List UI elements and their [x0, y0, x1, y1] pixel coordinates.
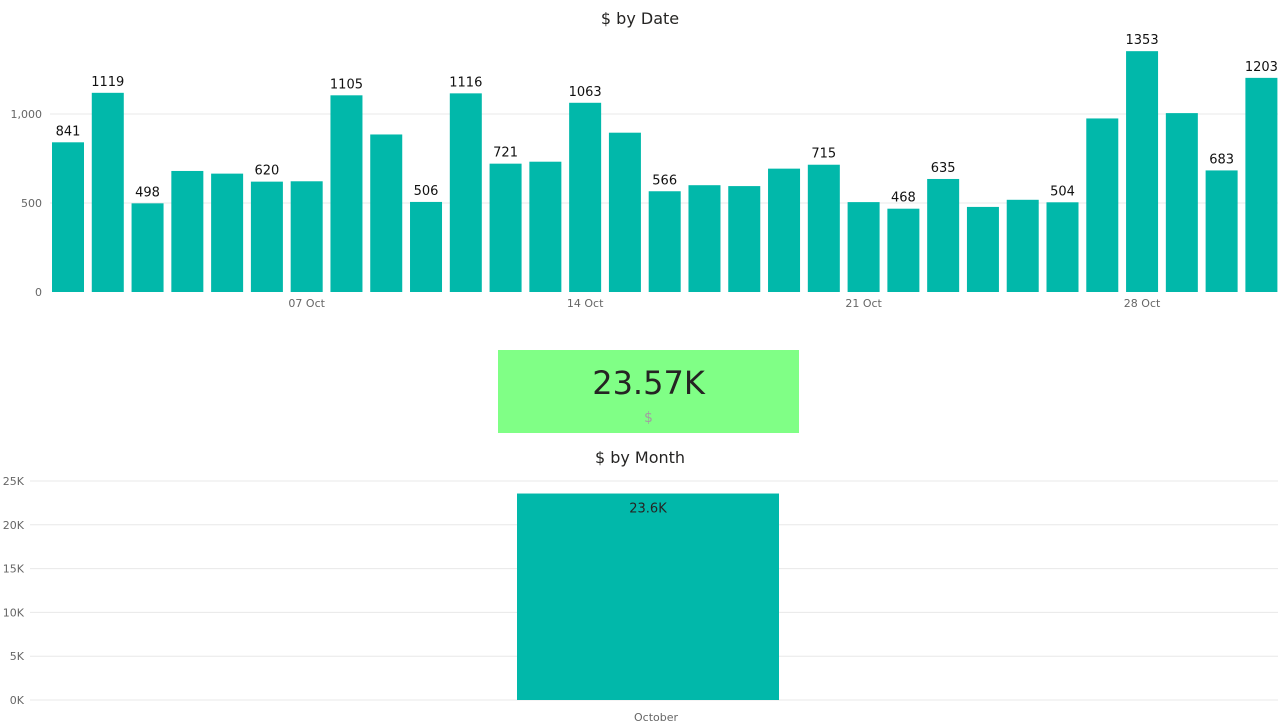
- total-card: 23.57K $: [498, 350, 799, 433]
- daily-bar[interactable]: [768, 168, 801, 292]
- y-tick-label: 0K: [10, 694, 25, 707]
- daily-bar[interactable]: [1086, 118, 1119, 292]
- y-tick-label: 1,000: [11, 108, 43, 121]
- y-tick-label: 20K: [3, 519, 25, 532]
- daily-bar[interactable]: [728, 186, 761, 292]
- daily-bar[interactable]: [1205, 170, 1238, 292]
- data-label: 566: [652, 173, 677, 188]
- daily-bar[interactable]: [688, 185, 721, 292]
- daily-bar[interactable]: [370, 134, 403, 292]
- daily-bar[interactable]: [1046, 202, 1079, 292]
- monthly-chart-title: $ by Month: [594, 448, 686, 467]
- daily-bar[interactable]: [489, 163, 522, 292]
- data-label: 715: [811, 147, 836, 162]
- data-label: 841: [56, 124, 81, 139]
- x-tick-label: 07 Oct: [288, 297, 325, 310]
- data-label: 1119: [91, 75, 124, 90]
- daily-bar[interactable]: [211, 173, 244, 292]
- daily-bar[interactable]: [847, 202, 880, 292]
- daily-bar[interactable]: [131, 203, 164, 292]
- data-label: 1116: [449, 75, 482, 90]
- data-label: 635: [931, 161, 956, 176]
- daily-bar[interactable]: [529, 161, 562, 292]
- daily-bar[interactable]: [330, 95, 363, 292]
- data-label: 504: [1050, 184, 1075, 199]
- y-tick-label: 5K: [10, 650, 25, 663]
- monthly-bar[interactable]: [517, 493, 779, 700]
- daily-bar[interactable]: [608, 132, 641, 292]
- daily-bar[interactable]: [449, 93, 482, 293]
- daily-bar[interactable]: [171, 170, 204, 292]
- daily-bar[interactable]: [410, 201, 443, 292]
- x-tick-label: 14 Oct: [567, 297, 604, 310]
- data-label: 23.6K: [629, 502, 667, 517]
- y-tick-label: 0: [35, 286, 42, 299]
- daily-bar[interactable]: [1245, 77, 1278, 292]
- card-value: 23.57K: [592, 364, 705, 402]
- data-label: 1353: [1126, 33, 1159, 48]
- daily-bar[interactable]: [1126, 51, 1159, 292]
- daily-bar-chart: 0 500 1,000 841 1119 498 620 1105 506 1116 721 1063…: [11, 33, 1278, 310]
- daily-bar[interactable]: [1006, 199, 1039, 292]
- y-tick-label: 500: [21, 197, 42, 210]
- data-label: 721: [493, 146, 518, 161]
- data-label: 468: [891, 191, 916, 206]
- daily-bar[interactable]: [52, 142, 84, 292]
- daily-bar[interactable]: [807, 164, 840, 292]
- y-tick-label: 25K: [3, 475, 25, 488]
- data-label: 506: [414, 184, 439, 199]
- daily-bar[interactable]: [887, 208, 920, 292]
- daily-bar[interactable]: [91, 92, 124, 293]
- x-tick-label: 21 Oct: [845, 297, 882, 310]
- x-tick-label: October: [634, 711, 678, 724]
- data-label: 1063: [569, 85, 602, 100]
- daily-bar[interactable]: [250, 181, 283, 292]
- daily-bar[interactable]: [569, 102, 602, 292]
- daily-bar[interactable]: [966, 206, 999, 292]
- data-label: 620: [254, 164, 279, 179]
- daily-bar[interactable]: [927, 178, 960, 292]
- daily-chart-title: $ by Date: [600, 9, 680, 28]
- y-tick-label: 15K: [3, 563, 25, 576]
- data-label: 1203: [1245, 60, 1278, 75]
- data-label: 498: [135, 185, 160, 200]
- data-label: 683: [1209, 152, 1234, 167]
- daily-bar[interactable]: [290, 181, 323, 292]
- daily-bar[interactable]: [1165, 113, 1198, 292]
- daily-bar[interactable]: [648, 191, 681, 292]
- x-tick-label: 28 Oct: [1124, 297, 1161, 310]
- y-tick-label: 10K: [3, 606, 25, 619]
- data-label: 1105: [330, 77, 363, 92]
- card-label: $: [644, 410, 653, 426]
